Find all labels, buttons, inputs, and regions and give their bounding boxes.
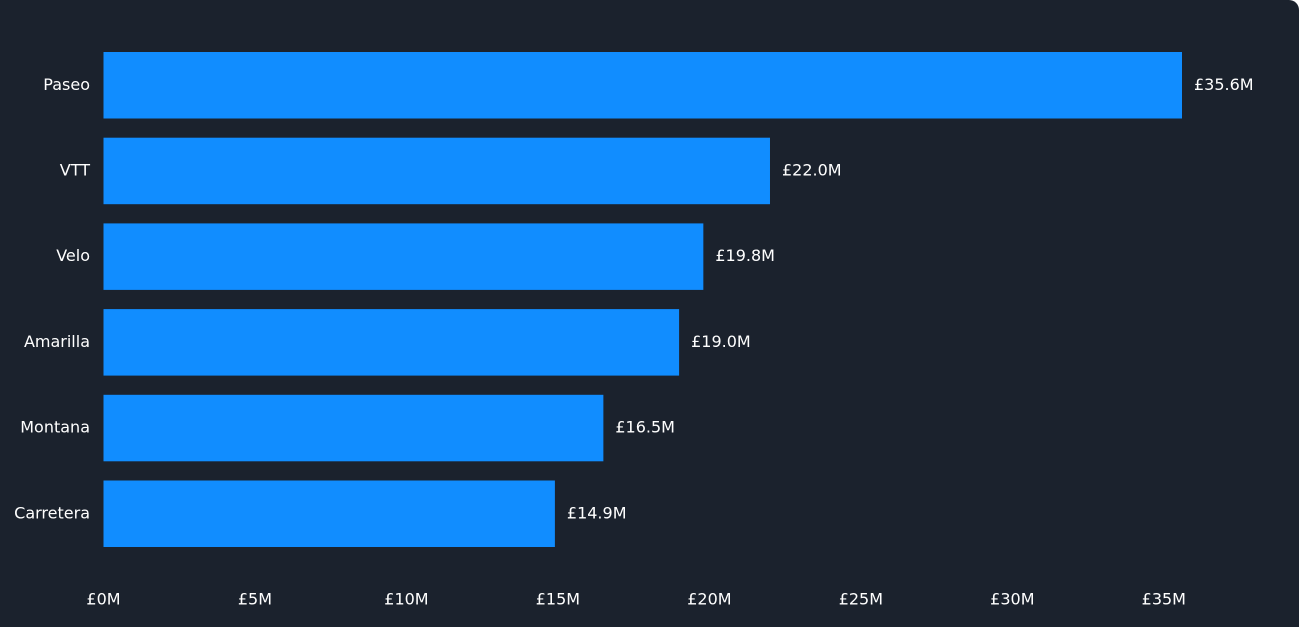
x-tick-label: £5M	[238, 590, 272, 609]
x-tick-label: £30M	[990, 590, 1034, 609]
category-label: Montana	[20, 418, 90, 437]
category-label: Carretera	[14, 503, 90, 522]
value-label: £19.0M	[691, 332, 751, 351]
value-label: £19.8M	[715, 246, 775, 265]
x-tick-label: £35M	[1142, 590, 1186, 609]
category-labels: Paseo VTT Velo Amarilla Montana Carretera	[14, 75, 90, 523]
value-label: £22.0M	[782, 160, 842, 179]
x-tick-label: £10M	[384, 590, 428, 609]
value-label: £16.5M	[615, 418, 675, 437]
x-tick-label: £20M	[687, 590, 731, 609]
bar-carretera[interactable]	[103, 480, 555, 548]
bar-vtt[interactable]	[103, 137, 770, 205]
category-label: Velo	[56, 246, 90, 265]
value-label: £14.9M	[567, 503, 627, 522]
x-axis-ticks: £0M £5M £10M £15M £20M £25M £30M £35M	[86, 590, 1186, 609]
x-tick-label: £25M	[839, 590, 883, 609]
category-label: Paseo	[43, 75, 90, 94]
bars-layer	[103, 52, 1183, 548]
category-label: Amarilla	[24, 332, 90, 351]
category-label: VTT	[60, 160, 90, 179]
x-tick-label: £15M	[536, 590, 580, 609]
bar-amarilla[interactable]	[103, 309, 680, 376]
bar-paseo[interactable]	[103, 52, 1183, 119]
bar-montana[interactable]	[103, 394, 604, 462]
bar-velo[interactable]	[103, 223, 704, 290]
value-labels: £35.6M £22.0M £19.8M £19.0M £16.5M £14.9M	[567, 75, 1254, 523]
value-label: £35.6M	[1194, 75, 1254, 94]
x-tick-label: £0M	[86, 590, 120, 609]
